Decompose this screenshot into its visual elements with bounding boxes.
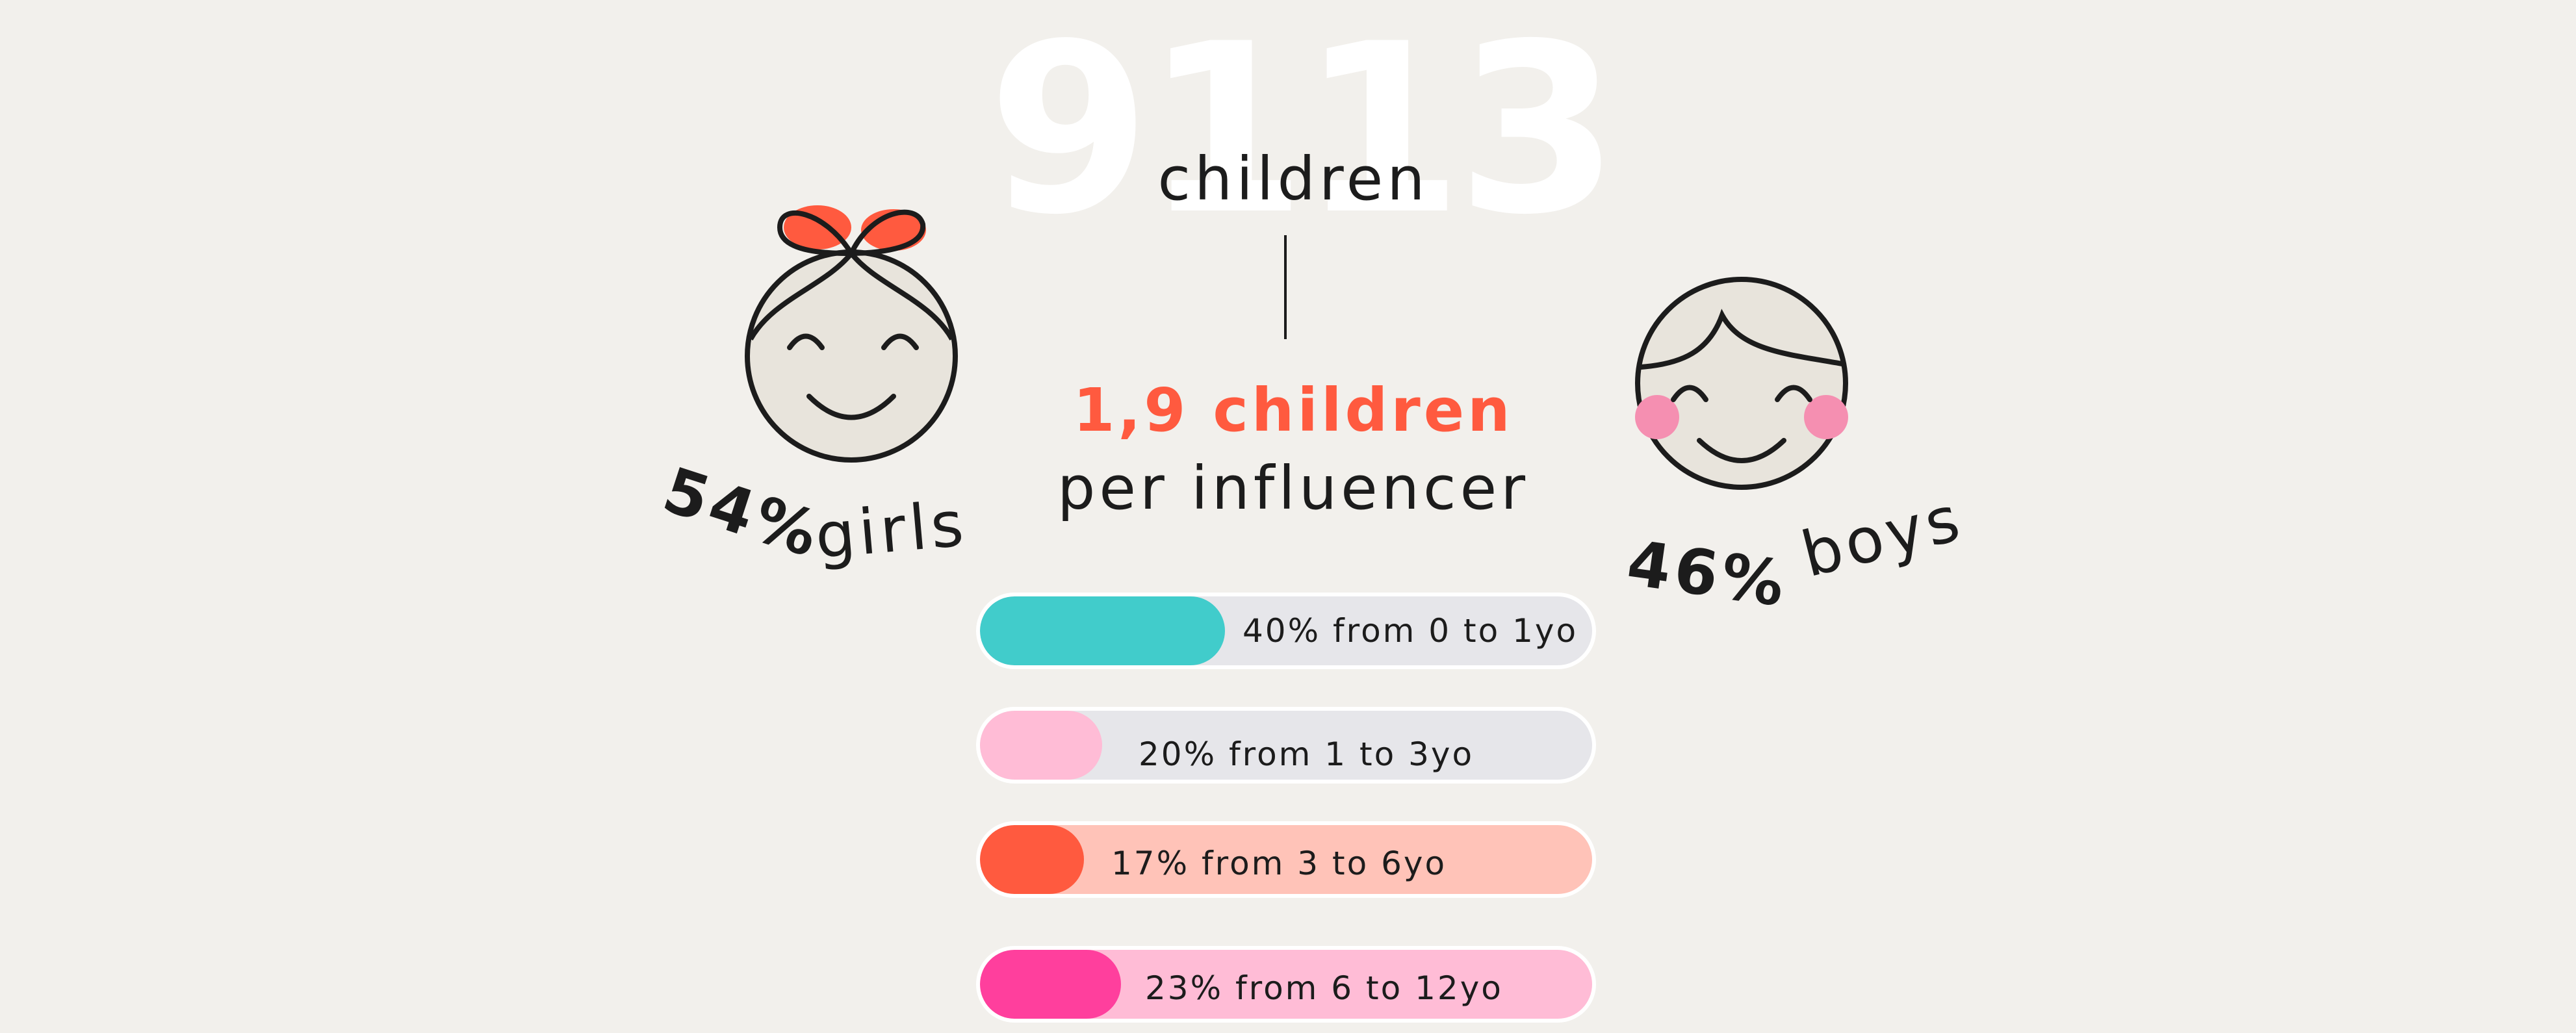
age-bar-fill: [980, 950, 1121, 1019]
age-bar-0-1: 40% from 0 to 1yo: [976, 593, 1596, 669]
boys-percent: 46%: [1623, 526, 1793, 621]
age-bar-track: 17% from 3 to 6yo: [980, 825, 1592, 894]
age-bar-label: 40% from 0 to 1yo: [1243, 612, 1578, 650]
age-bar-track: 40% from 0 to 1yo: [980, 596, 1592, 665]
age-bar-3-6: 17% from 3 to 6yo: [976, 821, 1596, 898]
connector-line: [1284, 235, 1287, 339]
age-bar-label: 17% from 3 to 6yo: [1111, 845, 1447, 882]
girl-face-icon: [728, 188, 975, 487]
age-bar-track: 23% from 6 to 12yo: [980, 950, 1592, 1019]
age-bar-fill: [980, 596, 1225, 665]
age-bar-6-12: 23% from 6 to 12yo: [976, 946, 1596, 1023]
age-bar-1-3: 20% from 1 to 3yo: [976, 707, 1596, 784]
girls-label: girls: [812, 487, 970, 573]
age-bar-label: 23% from 6 to 12yo: [1145, 969, 1503, 1007]
age-bar-fill: [980, 825, 1084, 894]
children-per-influencer-value: 1,9 children: [1073, 376, 1513, 445]
boy-face-icon: [1612, 273, 1872, 513]
children-count: 9113: [988, 0, 1619, 266]
children-per-influencer-label: per influencer: [1057, 453, 1530, 523]
age-bar-track: 20% from 1 to 3yo: [980, 711, 1592, 780]
age-bar-fill: [980, 711, 1102, 780]
age-distribution-bars: 40% from 0 to 1yo 20% from 1 to 3yo 17% …: [976, 593, 1596, 1033]
age-bar-label: 20% from 1 to 3yo: [1139, 735, 1475, 773]
children-unit-label: children: [1157, 144, 1429, 214]
